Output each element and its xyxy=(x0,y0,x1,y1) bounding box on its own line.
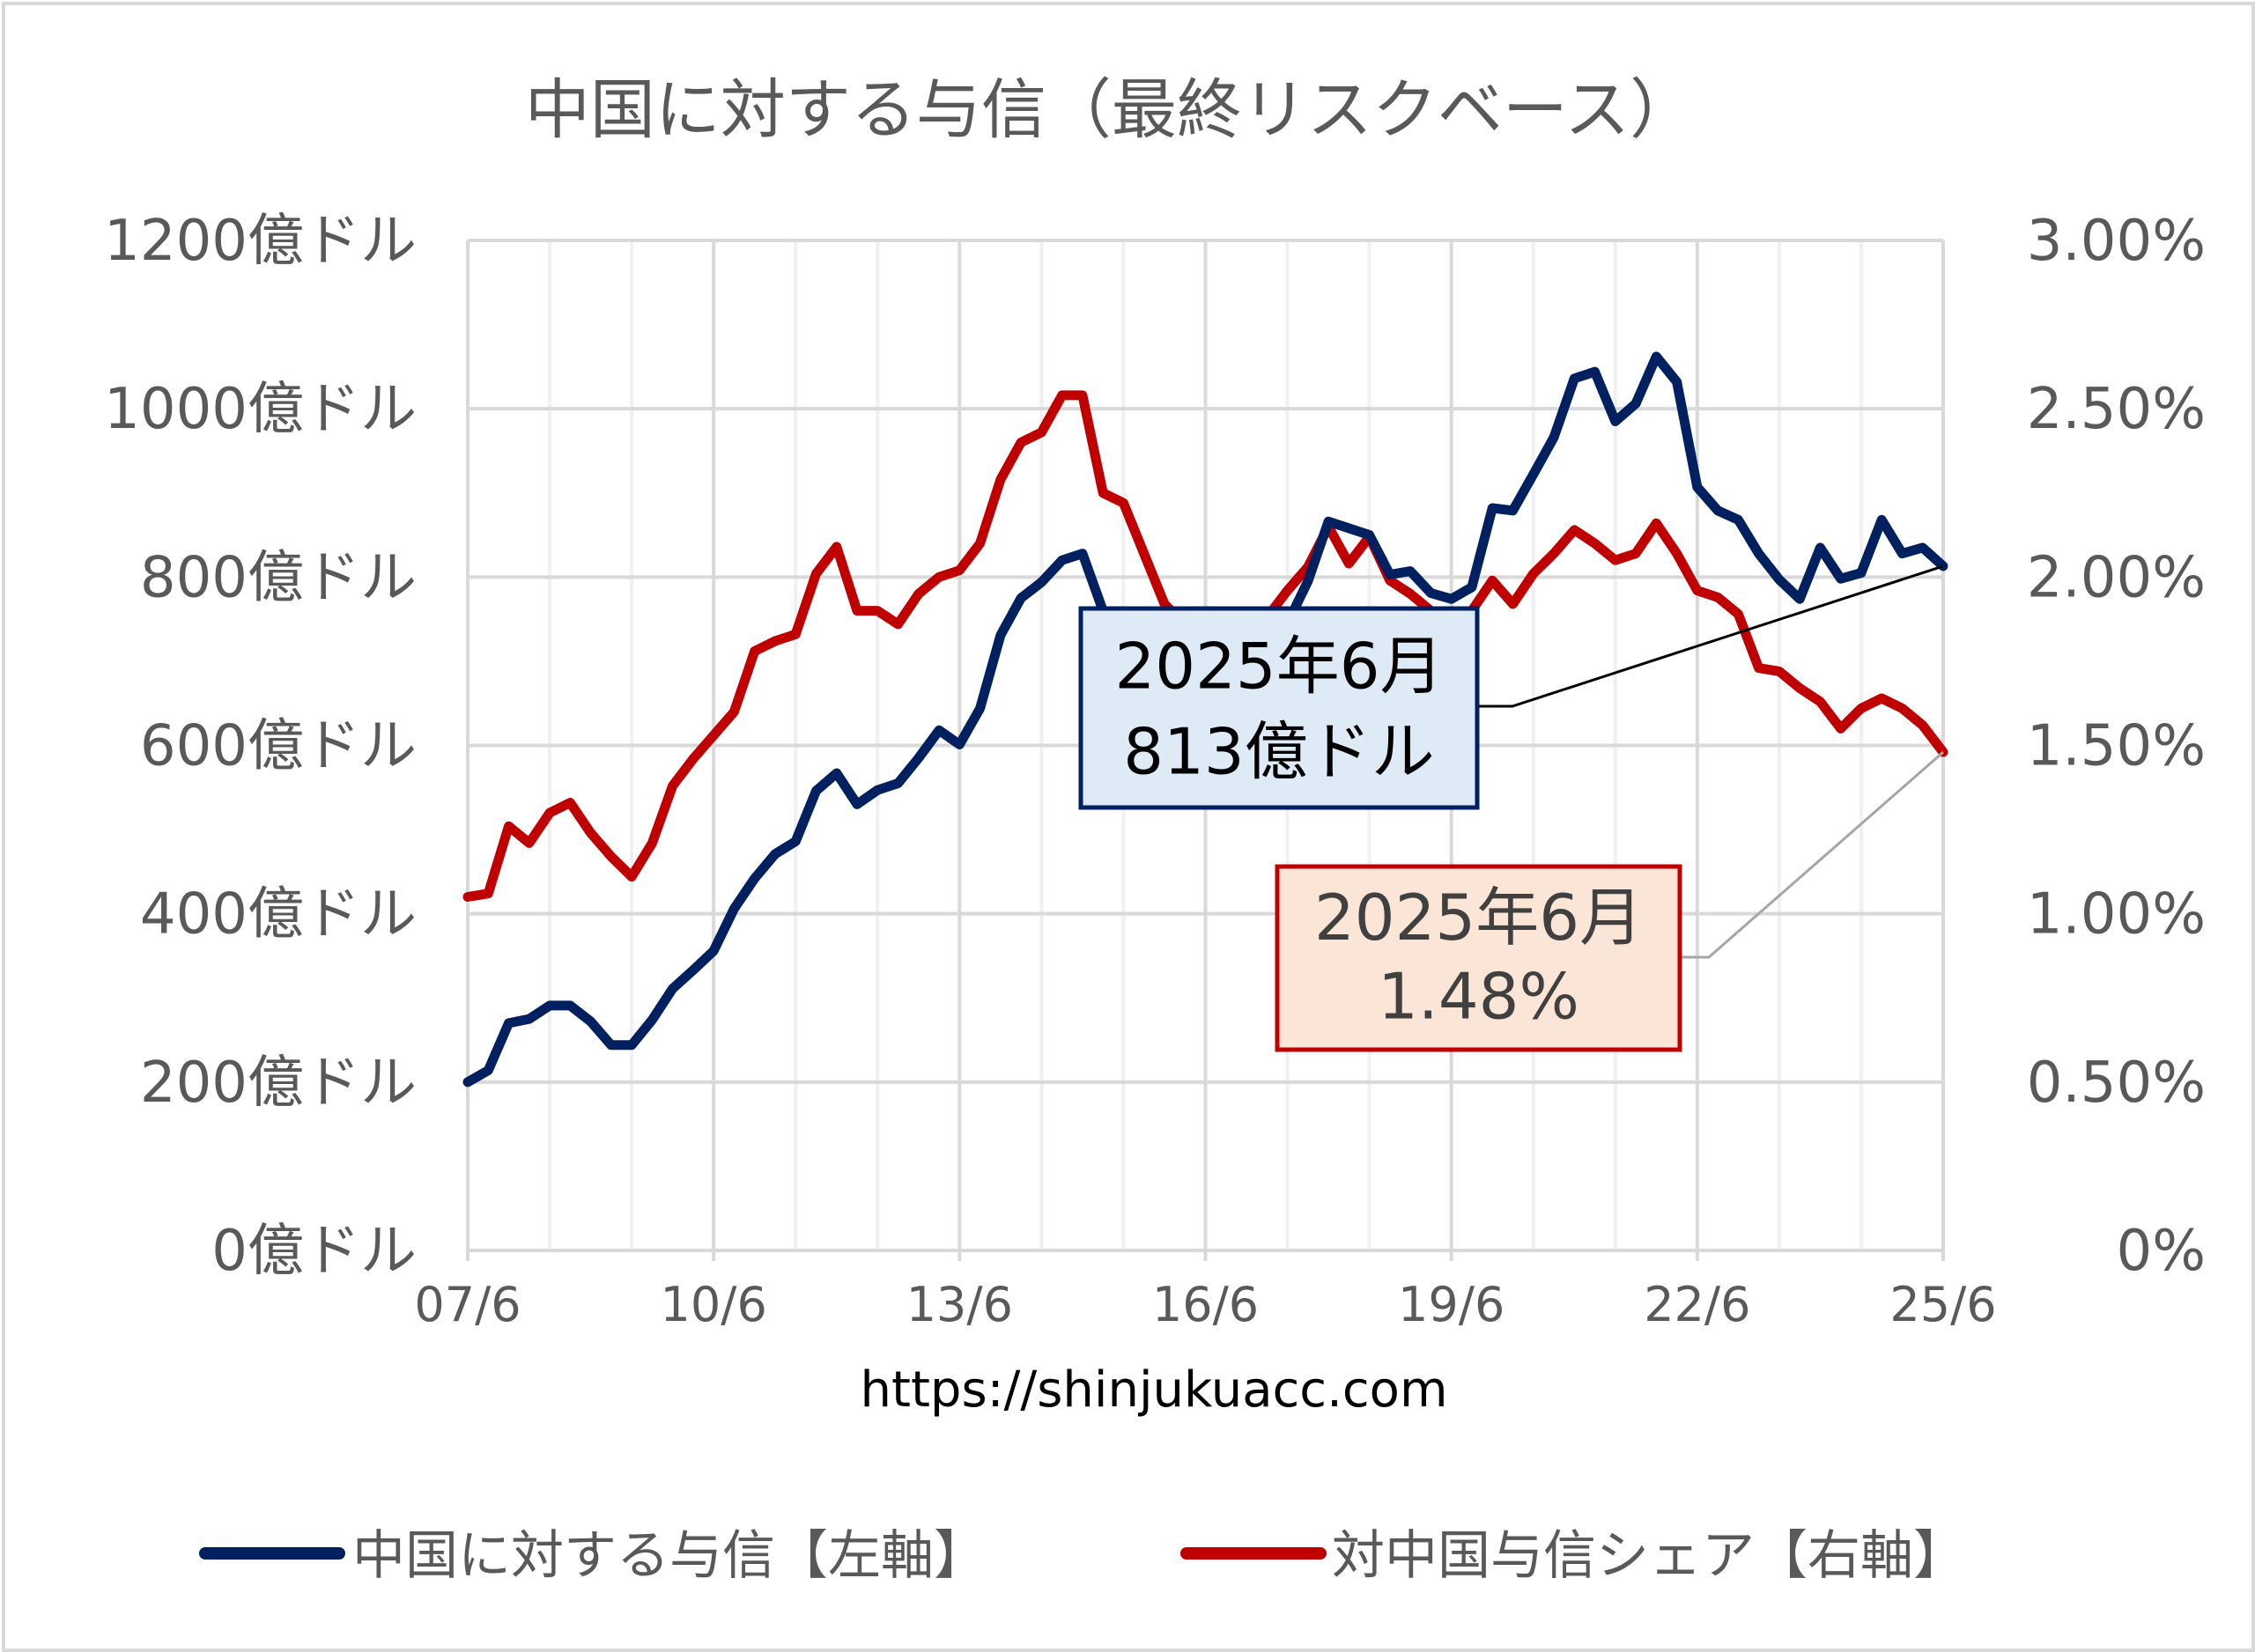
callout-leader-line xyxy=(1477,564,1944,708)
x-tick-label: 10/6 xyxy=(661,1277,767,1332)
x-tick-label: 19/6 xyxy=(1398,1277,1505,1332)
callout-box xyxy=(1078,606,1480,810)
chart-title: 中国に対する与信（最終リスクベース） xyxy=(525,72,1695,148)
callout-box xyxy=(1275,864,1682,1052)
x-tick-label: 07/6 xyxy=(414,1277,521,1332)
x-tick-label: 16/6 xyxy=(1152,1277,1259,1332)
x-tick-label: 13/6 xyxy=(906,1277,1013,1332)
y-right-tick-label: 0% xyxy=(2116,1219,2206,1284)
callout-date: 2025年6月 xyxy=(1314,881,1643,955)
x-tick-label: 25/6 xyxy=(1889,1277,1996,1332)
legend-item-share[interactable]: 対中国与信シェア【右軸】 xyxy=(1180,1525,1966,1587)
legend: 中国に対する与信【左軸】 対中国与信シェア【右軸】 xyxy=(199,1525,1966,1587)
y-right-tick-label: 1.00% xyxy=(2027,882,2206,948)
x-tick-label: 22/6 xyxy=(1644,1277,1750,1332)
y-right-tick-label: 1.50% xyxy=(2027,714,2206,779)
callout-leader-line xyxy=(1680,751,1944,959)
callout-exposure: 2025年6月 813億ドル xyxy=(1078,564,1944,810)
source-url: https://shinjukuacc.com xyxy=(861,1361,1448,1419)
legend-label-share: 対中国与信シェア【右軸】 xyxy=(1332,1525,1966,1587)
y-left-tick-label: 1000億ドル xyxy=(104,377,417,442)
y-right-tick-label: 2.50% xyxy=(2027,377,2206,442)
legend-label-exposure: 中国に対する与信【左軸】 xyxy=(352,1525,987,1587)
y-left-tick-label: 400億ドル xyxy=(140,882,417,948)
y-axis-left: 0億ドル 200億ドル 400億ドル 600億ドル 800億ドル 1000億ドル 1200億… xyxy=(104,209,417,1284)
x-axis: 07/6 10/6 13/6 16/6 19/6 22/6 25/6 xyxy=(414,1277,1996,1332)
y-left-tick-label: 0億ドル xyxy=(211,1219,417,1284)
y-left-tick-label: 200億ドル xyxy=(140,1051,417,1116)
callout-value: 813億ドル xyxy=(1123,715,1434,789)
legend-item-exposure[interactable]: 中国に対する与信【左軸】 xyxy=(199,1525,987,1587)
callout-value: 1.48% xyxy=(1378,960,1579,1034)
y-axis-right: 0% 0.50% 1.00% 1.50% 2.00% 2.50% 3.00% xyxy=(2027,209,2206,1284)
y-right-tick-label: 2.00% xyxy=(2027,545,2206,610)
y-right-tick-label: 0.50% xyxy=(2027,1051,2206,1116)
callout-date: 2025年6月 xyxy=(1114,629,1443,703)
y-right-tick-label: 3.00% xyxy=(2027,209,2206,274)
y-left-tick-label: 1200億ドル xyxy=(104,209,417,274)
y-left-tick-label: 800億ドル xyxy=(140,545,417,610)
y-left-tick-label: 600億ドル xyxy=(140,714,417,779)
